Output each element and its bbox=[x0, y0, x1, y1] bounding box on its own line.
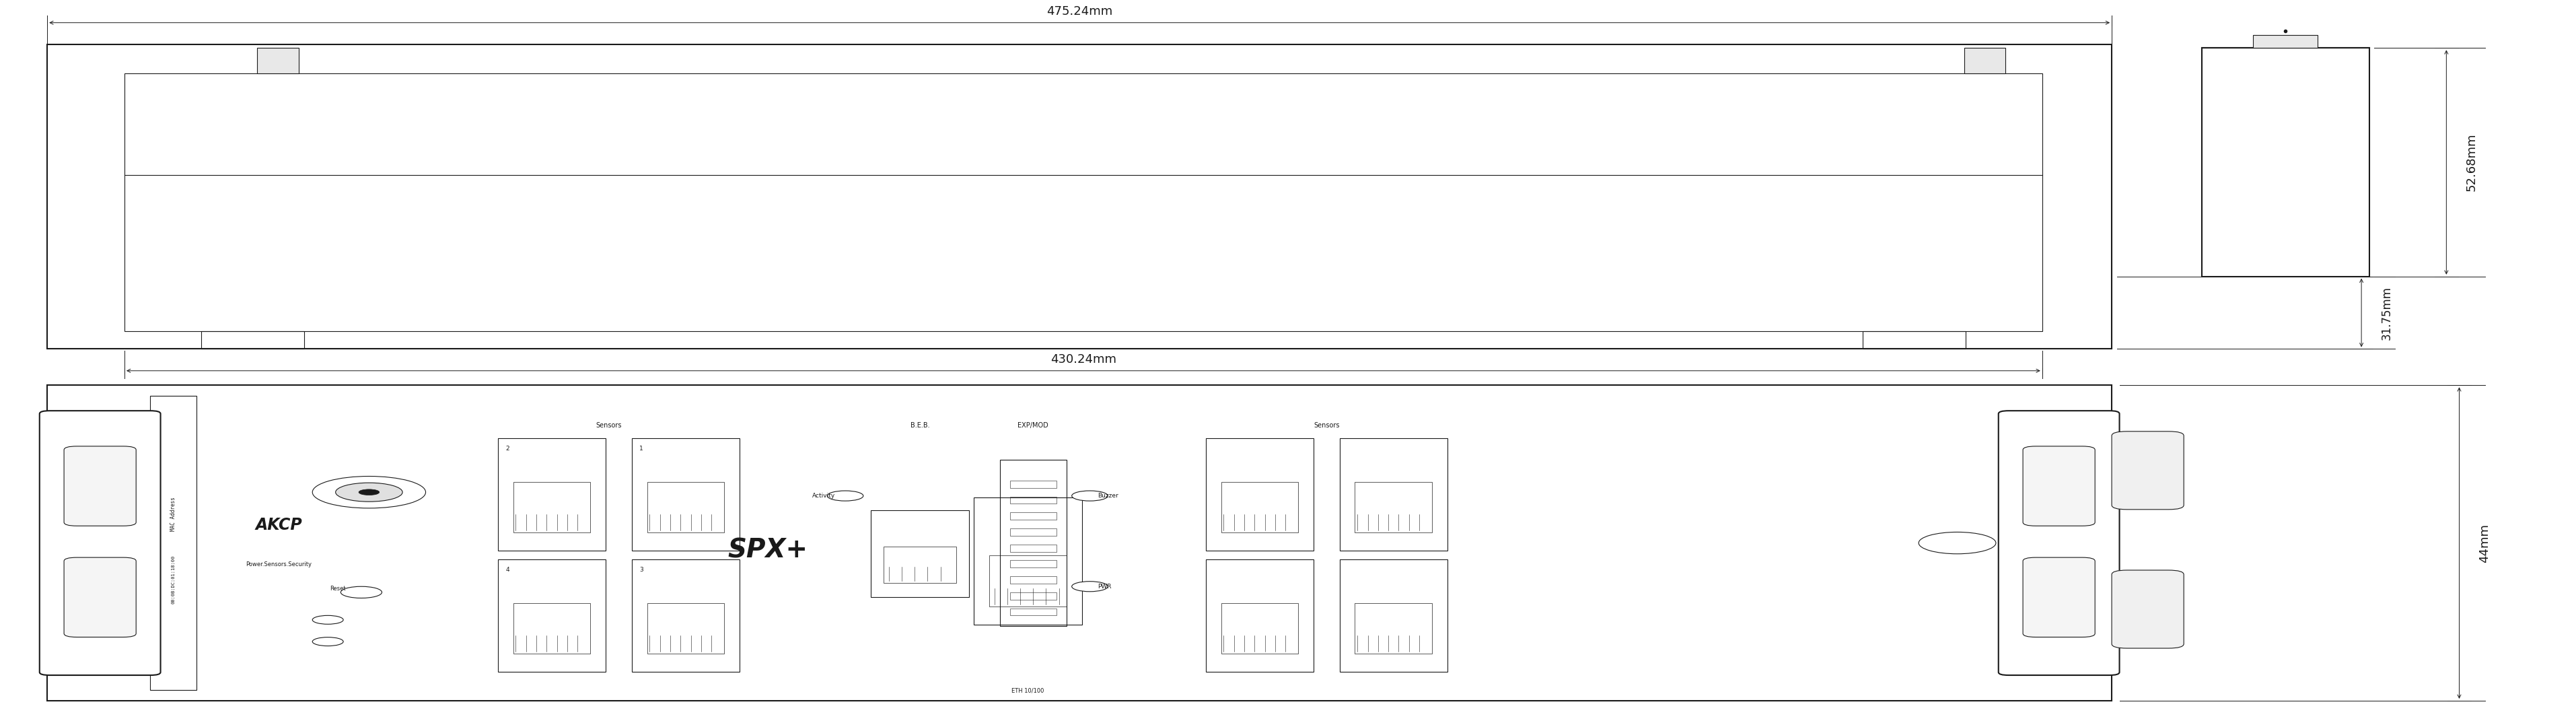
Bar bbox=[1010, 608, 1056, 616]
Text: 1: 1 bbox=[639, 446, 644, 451]
Text: 00:0B:DC:01:18:00: 00:0B:DC:01:18:00 bbox=[173, 555, 175, 603]
Bar bbox=[1355, 603, 1432, 654]
Circle shape bbox=[340, 587, 381, 598]
Text: 52.68mm: 52.68mm bbox=[2465, 133, 2478, 191]
Circle shape bbox=[335, 483, 402, 502]
FancyBboxPatch shape bbox=[2112, 431, 2184, 510]
Bar bbox=[647, 482, 724, 532]
Text: 44mm: 44mm bbox=[2478, 523, 2491, 563]
FancyBboxPatch shape bbox=[1999, 411, 2120, 675]
Bar bbox=[631, 438, 739, 550]
FancyBboxPatch shape bbox=[2112, 570, 2184, 648]
Text: B.E.B.: B.E.B. bbox=[909, 422, 930, 428]
Bar bbox=[1340, 559, 1448, 672]
Bar bbox=[149, 396, 196, 690]
Bar bbox=[999, 459, 1066, 627]
Text: ETH 10/100: ETH 10/100 bbox=[1012, 687, 1043, 694]
Bar bbox=[989, 555, 1066, 606]
Bar bbox=[1206, 438, 1314, 550]
Text: Sensors: Sensors bbox=[1314, 422, 1340, 428]
Bar bbox=[1221, 482, 1298, 532]
Bar bbox=[46, 385, 2112, 701]
Bar bbox=[631, 559, 739, 672]
Text: Sensors: Sensors bbox=[595, 422, 621, 428]
Bar bbox=[46, 44, 2112, 349]
Text: Buzzer: Buzzer bbox=[1097, 493, 1118, 499]
Text: AKCP: AKCP bbox=[255, 517, 301, 533]
Bar bbox=[974, 498, 1082, 624]
FancyBboxPatch shape bbox=[2022, 446, 2094, 526]
Circle shape bbox=[1072, 582, 1108, 592]
FancyBboxPatch shape bbox=[2022, 558, 2094, 637]
Circle shape bbox=[358, 489, 379, 495]
Bar bbox=[497, 438, 605, 550]
Circle shape bbox=[312, 638, 343, 646]
Text: 3: 3 bbox=[639, 566, 644, 573]
Text: 430.24mm: 430.24mm bbox=[1051, 353, 1115, 366]
Bar bbox=[201, 331, 304, 349]
Bar bbox=[1340, 438, 1448, 550]
FancyBboxPatch shape bbox=[64, 558, 137, 637]
Text: 31.75mm: 31.75mm bbox=[2380, 286, 2393, 340]
Bar bbox=[1010, 577, 1056, 584]
Text: EXP/MOD: EXP/MOD bbox=[1018, 422, 1048, 428]
Bar bbox=[513, 482, 590, 532]
Circle shape bbox=[1072, 491, 1108, 501]
Text: Reset: Reset bbox=[330, 586, 345, 592]
Bar bbox=[871, 510, 969, 598]
Bar bbox=[124, 73, 2043, 331]
Bar bbox=[647, 603, 724, 654]
Bar bbox=[1206, 559, 1314, 672]
Bar bbox=[1963, 48, 2004, 73]
Circle shape bbox=[312, 476, 425, 508]
Bar bbox=[1355, 482, 1432, 532]
Bar bbox=[497, 559, 605, 672]
Bar bbox=[1010, 545, 1056, 552]
Bar bbox=[1010, 529, 1056, 536]
Bar bbox=[884, 546, 956, 583]
Text: Activity: Activity bbox=[811, 493, 835, 499]
Bar bbox=[513, 603, 590, 654]
Bar bbox=[2202, 48, 2370, 276]
Circle shape bbox=[1919, 532, 1996, 554]
Text: 475.24mm: 475.24mm bbox=[1046, 5, 1113, 17]
Bar bbox=[1010, 593, 1056, 600]
Text: SPX+: SPX+ bbox=[729, 537, 809, 563]
Bar bbox=[1010, 497, 1056, 504]
Text: 2: 2 bbox=[505, 446, 510, 451]
Bar bbox=[1010, 513, 1056, 520]
Text: Power.Sensors.Security: Power.Sensors.Security bbox=[245, 562, 312, 568]
Text: PWR: PWR bbox=[1097, 584, 1110, 590]
Bar bbox=[258, 48, 299, 73]
Bar bbox=[2254, 35, 2318, 48]
Bar bbox=[1010, 481, 1056, 488]
Bar bbox=[1862, 331, 1965, 349]
Text: MAC Address: MAC Address bbox=[170, 497, 175, 531]
Bar bbox=[1221, 603, 1298, 654]
Circle shape bbox=[827, 491, 863, 501]
FancyBboxPatch shape bbox=[39, 411, 160, 675]
FancyBboxPatch shape bbox=[64, 446, 137, 526]
Circle shape bbox=[312, 616, 343, 624]
Bar bbox=[1010, 561, 1056, 568]
Text: 4: 4 bbox=[505, 566, 510, 573]
